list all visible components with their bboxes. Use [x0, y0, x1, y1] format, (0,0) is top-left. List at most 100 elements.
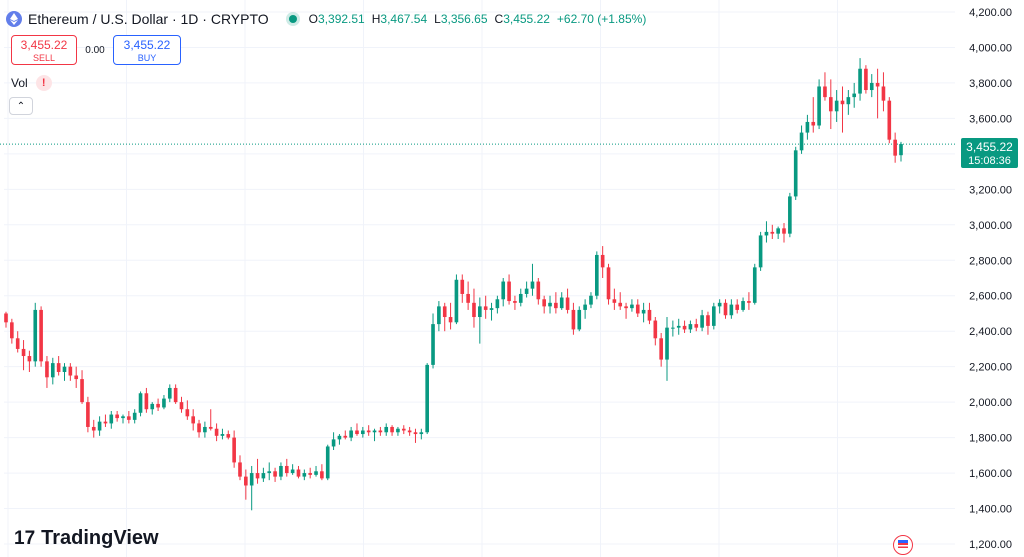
candle — [548, 295, 552, 314]
candle — [279, 462, 283, 481]
candle-body — [425, 364, 429, 433]
candle-body — [630, 304, 634, 309]
candle-body — [565, 297, 570, 310]
candle-body — [688, 324, 693, 330]
candle-body — [817, 86, 821, 126]
candle-body — [320, 471, 324, 479]
bar-countdown: 15:08:36 — [968, 155, 1011, 167]
candle-body — [138, 393, 143, 413]
candle-body — [682, 325, 687, 330]
sell-button[interactable]: 3,455.22 SELL — [11, 35, 77, 65]
candle-body — [91, 426, 96, 431]
candle-body — [735, 304, 740, 310]
candle-body — [852, 93, 857, 98]
volume-label: Vol — [11, 76, 28, 90]
candle — [220, 428, 225, 440]
candle-body — [747, 301, 751, 303]
candle — [191, 409, 196, 431]
y-tick-label: 2,200.00 — [969, 362, 1012, 374]
tradingview-logo[interactable]: 17 TradingView — [14, 527, 159, 550]
chevron-up-icon: ⌃ — [16, 100, 26, 112]
candle — [10, 318, 14, 344]
candle — [559, 292, 564, 310]
candle-body — [86, 402, 90, 427]
candle — [612, 288, 617, 310]
candle — [255, 458, 260, 484]
candle — [109, 411, 114, 429]
candle — [688, 320, 693, 333]
candle — [167, 384, 172, 403]
candle — [595, 251, 599, 300]
candle-body — [887, 100, 892, 140]
candle — [624, 302, 628, 319]
candle-body — [793, 150, 798, 197]
candle-body — [571, 309, 576, 330]
warning-icon[interactable]: ! — [35, 75, 52, 91]
candle-body — [559, 297, 564, 309]
candle — [39, 306, 43, 367]
candle-body — [676, 325, 681, 328]
candle-body — [612, 299, 617, 303]
candle — [811, 97, 816, 133]
candle-body — [144, 393, 149, 410]
candle-body — [50, 363, 55, 378]
candle-body — [27, 356, 32, 362]
candle-body — [413, 432, 418, 435]
candle-body — [846, 97, 851, 105]
candle — [197, 419, 201, 438]
candle — [858, 58, 862, 101]
candle-body — [127, 416, 131, 420]
volume-indicator[interactable]: Vol ! — [11, 75, 52, 91]
candle — [302, 469, 307, 481]
candle-body — [653, 320, 658, 339]
candle — [179, 396, 184, 413]
candle — [331, 432, 336, 451]
buy-button[interactable]: 3,455.22 BUY — [113, 35, 181, 65]
candle-body — [758, 235, 763, 268]
candle-body — [80, 379, 84, 403]
candle-body — [764, 231, 769, 236]
y-tick-label: 4,200.00 — [969, 7, 1012, 19]
ohlc-high: H3,467.54 — [371, 12, 428, 26]
candle-body — [723, 302, 728, 316]
candle — [448, 302, 453, 330]
candle-body — [366, 430, 371, 433]
candle-body — [899, 144, 903, 156]
candle — [156, 398, 160, 411]
symbol-title[interactable]: Ethereum / U.S. Dollar · 1D · CRYPTO — [28, 11, 269, 27]
candle — [115, 411, 119, 422]
candle-body — [472, 302, 476, 318]
candle-body — [788, 196, 792, 234]
candle — [881, 72, 886, 112]
candle — [671, 320, 675, 337]
candle — [132, 409, 137, 424]
us-flag-icon[interactable] — [893, 535, 913, 555]
candle-body — [132, 412, 137, 420]
sell-price: 3,455.22 — [20, 38, 68, 52]
collapse-legend-button[interactable]: ⌃ — [9, 97, 33, 115]
candle-body — [823, 86, 827, 98]
candle — [711, 302, 716, 330]
candle-body — [33, 309, 38, 362]
candle-body — [647, 309, 652, 321]
candle-body — [191, 416, 196, 424]
candle-body — [197, 423, 201, 433]
candle-body — [460, 279, 465, 294]
candle-body — [518, 293, 523, 303]
candle-body — [624, 306, 628, 309]
candle — [817, 79, 821, 130]
candle — [33, 302, 38, 367]
candle-body — [267, 471, 272, 474]
candle-body — [694, 324, 699, 328]
spread-value: 0.00 — [85, 44, 105, 56]
price-axis[interactable]: 1,200.00 1,400.00 1,600.00 1,800.00 2,000.00… — [969, 7, 1012, 551]
candle-body — [10, 322, 14, 339]
candle-body — [501, 281, 506, 300]
candle-body — [261, 473, 266, 479]
candle-body — [583, 304, 587, 310]
candle — [214, 423, 219, 442]
y-tick-label: 2,600.00 — [969, 291, 1012, 303]
candle-body — [185, 409, 190, 417]
candle — [834, 90, 839, 122]
